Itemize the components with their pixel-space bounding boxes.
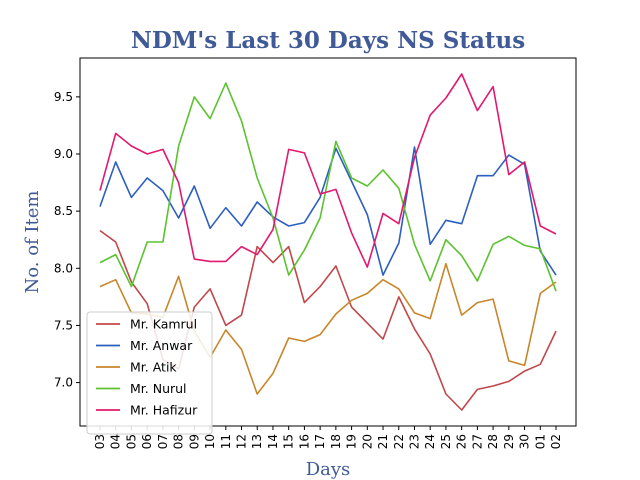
x-tick-label: 26: [455, 434, 469, 449]
x-tick-label: 19: [345, 434, 359, 449]
y-tick-label: 7.5: [54, 318, 73, 332]
x-tick-label: 06: [140, 434, 154, 449]
series-line-2: [99, 262, 557, 395]
x-tick-label: 04: [109, 434, 123, 449]
y-axis: 7.0 7.5 8.0 8.5 9.0 9.5: [54, 90, 80, 390]
x-tick-label: 30: [518, 434, 532, 449]
series-line-4: [99, 73, 557, 268]
x-tick-label: 10: [203, 434, 217, 449]
y-axis-label: No. of Item: [22, 191, 43, 294]
x-tick-label: 05: [124, 434, 138, 449]
x-axis: 03 04 05 06 07 08 09 10 11 12 13 14 15 16 17 18 19 20 21 22…: [93, 426, 563, 449]
legend-entry: Mr. Atik: [130, 360, 177, 375]
legend-entry: Mr. Nurul: [130, 381, 187, 396]
series-line-1: [99, 146, 557, 276]
x-tick-label: 25: [439, 434, 453, 449]
x-tick-label: 15: [282, 434, 296, 449]
x-axis-label: Days: [306, 459, 351, 480]
y-tick-label: 8.0: [54, 261, 73, 275]
x-tick-label: 20: [360, 434, 374, 449]
x-tick-label: 14: [266, 434, 280, 449]
chart-title: NDM's Last 30 Days NS Status: [131, 27, 525, 54]
y-tick-label: 9.5: [54, 90, 73, 104]
series-line-3: [99, 82, 557, 292]
x-tick-label: 17: [313, 434, 327, 449]
x-tick-label: 16: [297, 434, 311, 449]
x-tick-label: 11: [219, 434, 233, 449]
legend-entry: Mr. Kamrul: [130, 317, 197, 332]
legend-entry: Mr. Hafizur: [130, 403, 198, 418]
legend-entry: Mr. Anwar: [130, 338, 193, 353]
x-tick-label: 24: [423, 434, 437, 449]
legend: Mr. Kamrul Mr. Anwar Mr. Atik Mr. Nurul Mr. …: [86, 311, 213, 435]
y-tick-label: 7.0: [54, 376, 73, 390]
legend-box: [86, 311, 213, 435]
x-tick-label: 27: [470, 434, 484, 449]
x-tick-label: 29: [502, 434, 516, 449]
x-tick-label: 28: [486, 434, 500, 449]
x-tick-label: 18: [329, 434, 343, 449]
y-tick-label: 9.0: [54, 147, 73, 161]
x-tick-label: 02: [549, 434, 563, 449]
x-tick-label: 03: [93, 434, 107, 449]
x-tick-label: 12: [235, 434, 249, 449]
x-tick-label: 07: [156, 434, 170, 449]
x-tick-label: 23: [407, 434, 421, 449]
y-tick-label: 8.5: [54, 204, 73, 218]
x-tick-label: 01: [533, 434, 547, 449]
x-tick-label: 08: [172, 434, 186, 449]
x-tick-label: 22: [392, 434, 406, 449]
x-tick-label: 13: [250, 434, 264, 449]
x-tick-label: 09: [187, 434, 201, 449]
x-tick-label: 21: [376, 434, 390, 449]
